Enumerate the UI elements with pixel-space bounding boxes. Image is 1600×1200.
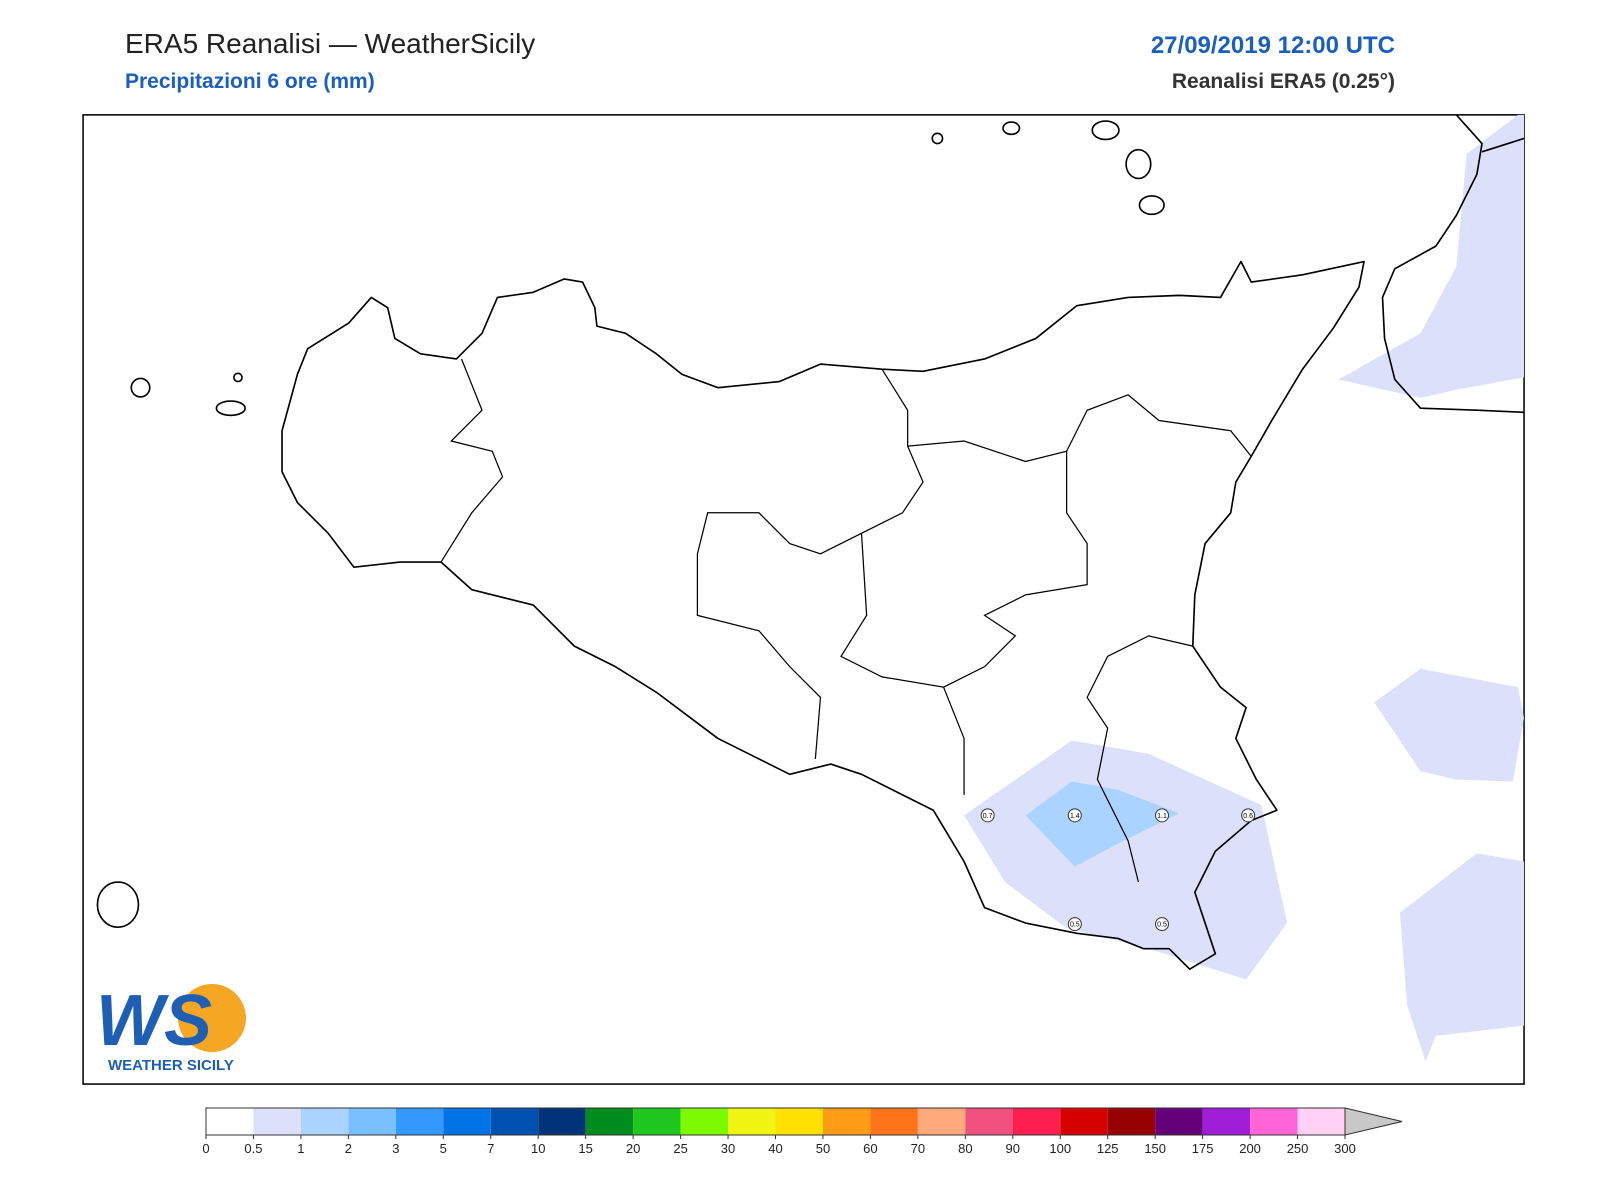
province-borders <box>440 358 1252 883</box>
colorbar-tick-label: 60 <box>863 1141 877 1156</box>
colorbar-box <box>443 1108 491 1135</box>
colorbar-tick-label: 20 <box>626 1141 640 1156</box>
colorbar-box <box>965 1108 1013 1135</box>
point-marker <box>1241 808 1256 823</box>
colorbar-box <box>1202 1108 1251 1135</box>
colorbar-tick-label: 10 <box>531 1141 545 1156</box>
point-value: 1.1 <box>1157 813 1167 820</box>
colorbar-box <box>822 1108 871 1135</box>
islands <box>96 120 1165 928</box>
point-value: 0.6 <box>1243 813 1253 820</box>
point-marker <box>1067 808 1082 823</box>
point-value: 0.5 <box>1070 922 1080 929</box>
colorbar-tick-label: 5 <box>440 1141 447 1156</box>
colorbar-box <box>300 1108 349 1135</box>
colorbar-tick-label: 15 <box>578 1141 592 1156</box>
colorbar-tick-label: 0 <box>202 1141 209 1156</box>
colorbar-box <box>1012 1108 1061 1135</box>
date: 27/09/2019 12:00 UTC <box>1151 32 1395 59</box>
colorbar-box <box>538 1108 586 1135</box>
point-marker <box>1155 917 1170 932</box>
colorbar-tick-label: 30 <box>721 1141 735 1156</box>
colorbar-box <box>870 1108 918 1135</box>
point-value: 0.5 <box>1157 922 1167 929</box>
point-value: 1.4 <box>1070 813 1080 820</box>
colorbar-tick-label: 100 <box>1049 1141 1071 1156</box>
colorbar-box <box>1250 1108 1298 1135</box>
colorbar-tick-label: 25 <box>673 1141 687 1156</box>
source: Reanalisi ERA5 (0.25°) <box>1172 70 1395 93</box>
colorbar-extend <box>1344 1107 1403 1136</box>
point-marker <box>1155 808 1170 823</box>
logo: WS WEATHER SICILY <box>96 981 246 1074</box>
colorbar-box <box>490 1108 539 1135</box>
logo-text: WEATHER SICILY <box>108 1057 234 1074</box>
colorbar-box <box>728 1108 776 1135</box>
colorbar-tick-label: 150 <box>1144 1141 1166 1156</box>
colorbar-box <box>917 1108 966 1135</box>
colorbar-tick-label: 40 <box>768 1141 782 1156</box>
colorbar-box <box>1297 1108 1345 1135</box>
colorbar-tick-label: 125 <box>1097 1141 1119 1156</box>
logo-sun <box>178 984 246 1052</box>
title: ERA5 Reanalisi — WeatherSicily <box>125 28 535 59</box>
subtitle: Precipitazioni 6 ore (mm) <box>125 70 375 93</box>
precip-medium <box>1025 781 1180 867</box>
calabria-coast <box>1381 114 1525 414</box>
colorbar: 0 0.5 1 2 3 5 7 10 15 20 25 30 40 50 60 70 80 90 100 125 150… <box>202 1107 1403 1156</box>
map-frame <box>82 114 1525 1085</box>
colorbar-box <box>395 1108 444 1135</box>
point-marker <box>980 808 995 823</box>
colorbar-tick-label: 50 <box>816 1141 830 1156</box>
colorbar-tick-label: 1 <box>297 1141 304 1156</box>
colorbar-box <box>348 1108 396 1135</box>
colorbar-tick-label: 0.5 <box>244 1141 262 1156</box>
colorbar-tick-label: 80 <box>958 1141 972 1156</box>
colorbar-box <box>1155 1108 1203 1135</box>
colorbar-tick-label: 175 <box>1192 1141 1214 1156</box>
colorbar-tick-label: 300 <box>1334 1141 1356 1156</box>
colorbar-tick-label: 250 <box>1287 1141 1309 1156</box>
colorbar-box <box>1107 1108 1156 1135</box>
colorbar-tick-label: 70 <box>911 1141 925 1156</box>
colorbar-tick-label: 7 <box>487 1141 494 1156</box>
precip-light <box>964 114 1525 1062</box>
colorbar-box <box>253 1108 301 1135</box>
point-labels: 0.7 1.4 1.1 0.6 0.5 0.5 <box>980 808 1256 932</box>
sicily-coast <box>281 260 1365 971</box>
point-marker <box>1067 917 1082 932</box>
point-value: 0.7 <box>983 813 993 820</box>
colorbar-tick-label: 3 <box>392 1141 399 1156</box>
map <box>82 114 1525 1085</box>
colorbar-box <box>775 1108 823 1135</box>
colorbar-box <box>1060 1108 1108 1135</box>
colorbar-box <box>680 1108 729 1135</box>
colorbar-box <box>206 1108 254 1135</box>
colorbar-box <box>585 1108 634 1135</box>
logo-letters: WS <box>96 981 212 1061</box>
colorbar-box <box>633 1108 681 1135</box>
colorbar-tick-label: 90 <box>1006 1141 1020 1156</box>
colorbar-tick-label: 2 <box>345 1141 352 1156</box>
colorbar-tick-label: 200 <box>1239 1141 1261 1156</box>
